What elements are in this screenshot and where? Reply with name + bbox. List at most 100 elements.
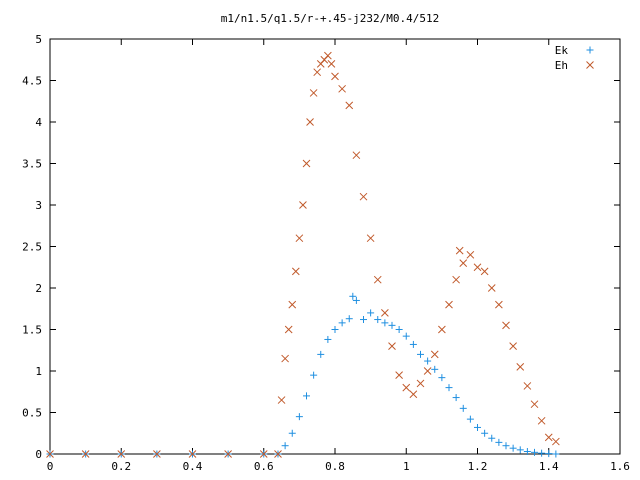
y-tick-label: 1.5 bbox=[22, 324, 42, 337]
data-point-ek bbox=[438, 374, 446, 382]
data-point-ek bbox=[516, 446, 524, 454]
data-point-eh bbox=[452, 275, 460, 284]
data-point-ek bbox=[424, 357, 432, 365]
data-point-ek bbox=[552, 450, 560, 458]
data-point-ek bbox=[502, 442, 510, 450]
data-point-ek bbox=[349, 292, 357, 300]
data-point-ek bbox=[417, 350, 424, 358]
data-point-ek bbox=[317, 350, 325, 358]
y-tick-label: 3 bbox=[35, 199, 42, 212]
series-eh bbox=[46, 51, 560, 458]
x-tick-label: 1.2 bbox=[468, 460, 488, 473]
data-point-ek bbox=[352, 296, 360, 304]
data-point-eh bbox=[445, 300, 453, 309]
data-point-eh bbox=[359, 192, 368, 201]
data-point-eh bbox=[117, 450, 126, 458]
plot-frame bbox=[49, 38, 621, 455]
data-point-ek bbox=[409, 340, 417, 348]
x-tick-label: 0.6 bbox=[254, 460, 274, 473]
data-point-eh bbox=[338, 84, 346, 93]
data-point-eh bbox=[153, 450, 161, 458]
data-point-ek bbox=[295, 413, 303, 421]
data-point-ek bbox=[431, 365, 439, 373]
data-point-ek bbox=[303, 392, 310, 400]
data-point-ek bbox=[345, 315, 353, 323]
data-point-eh bbox=[395, 371, 403, 380]
data-point-eh bbox=[313, 68, 322, 77]
x-tick-label: 1 bbox=[403, 460, 410, 473]
data-point-ek bbox=[531, 448, 538, 456]
data-point-ek bbox=[331, 326, 339, 333]
data-point-eh bbox=[288, 300, 297, 309]
data-point-eh bbox=[302, 159, 311, 168]
chart-title: m1/n1.5/q1.5/r-+.45-j232/M0.4/512 bbox=[221, 12, 440, 25]
data-point-ek bbox=[360, 316, 367, 324]
data-point-ek bbox=[281, 442, 289, 450]
data-point-eh bbox=[259, 450, 268, 458]
y-tick-label: 3.5 bbox=[22, 158, 42, 171]
legend-marker-ek bbox=[586, 46, 594, 54]
data-point-eh bbox=[327, 60, 336, 68]
data-point-eh bbox=[516, 362, 525, 371]
data-point-ek bbox=[338, 319, 346, 327]
data-point-ek bbox=[495, 438, 503, 446]
data-point-eh bbox=[409, 390, 418, 399]
y-tick-label: 0 bbox=[35, 448, 42, 461]
data-point-eh bbox=[291, 267, 300, 276]
x-axis-ticks: 0 0.2 0.4 0.6 0.8 1 1.2 1.4 1.6 bbox=[47, 39, 630, 473]
data-point-eh bbox=[224, 450, 232, 458]
legend-marker-eh bbox=[586, 61, 594, 69]
data-point-eh bbox=[455, 246, 464, 255]
data-point-ek bbox=[509, 444, 517, 452]
data-point-eh bbox=[466, 250, 475, 259]
data-point-ek bbox=[452, 394, 460, 402]
data-point-eh bbox=[487, 284, 496, 292]
data-point-eh bbox=[509, 342, 517, 350]
data-point-ek bbox=[523, 448, 531, 456]
data-point-eh bbox=[544, 433, 553, 442]
data-point-eh bbox=[306, 118, 314, 126]
series-ek bbox=[46, 292, 560, 458]
data-point-ek bbox=[324, 335, 332, 343]
legend-label-eh: Eh bbox=[555, 59, 568, 72]
data-point-eh bbox=[459, 259, 468, 267]
data-point-ek bbox=[445, 384, 453, 392]
data-point-eh bbox=[473, 263, 482, 272]
data-point-eh bbox=[480, 267, 489, 276]
data-point-eh bbox=[495, 300, 503, 309]
data-point-eh bbox=[502, 321, 510, 330]
data-point-ek bbox=[488, 434, 496, 442]
data-point-eh bbox=[438, 325, 446, 334]
x-tick-label: 1.6 bbox=[610, 460, 630, 473]
data-point-ek bbox=[374, 316, 382, 324]
y-axis-ticks: 0 0.5 1 1.5 2 2.5 3 3.5 4 4.5 5 bbox=[22, 33, 620, 461]
data-point-ek bbox=[288, 429, 296, 437]
data-point-eh bbox=[430, 350, 439, 359]
y-tick-label: 1 bbox=[35, 365, 42, 378]
data-point-ek bbox=[466, 415, 474, 423]
data-point-eh bbox=[345, 101, 354, 110]
data-point-ek bbox=[395, 326, 403, 333]
data-point-eh bbox=[188, 450, 197, 458]
data-point-eh bbox=[523, 382, 532, 390]
data-point-ek bbox=[538, 449, 546, 457]
data-point-eh bbox=[423, 367, 432, 375]
y-tick-label: 2 bbox=[35, 282, 42, 295]
data-point-eh bbox=[277, 396, 286, 404]
data-point-ek bbox=[367, 309, 375, 317]
data-point-eh bbox=[281, 354, 289, 363]
data-point-eh bbox=[284, 325, 293, 334]
data-point-ek bbox=[388, 321, 396, 329]
y-tick-label: 4 bbox=[35, 116, 42, 129]
data-point-eh bbox=[552, 437, 560, 446]
data-point-eh bbox=[46, 450, 54, 458]
data-point-ek bbox=[474, 423, 481, 431]
y-tick-label: 5 bbox=[35, 33, 42, 46]
data-point-eh bbox=[331, 72, 339, 81]
data-points bbox=[46, 51, 560, 458]
data-point-eh bbox=[352, 151, 361, 160]
data-point-eh bbox=[537, 416, 546, 425]
y-tick-label: 4.5 bbox=[22, 75, 42, 88]
data-point-ek bbox=[545, 450, 553, 458]
data-point-eh bbox=[299, 201, 307, 209]
